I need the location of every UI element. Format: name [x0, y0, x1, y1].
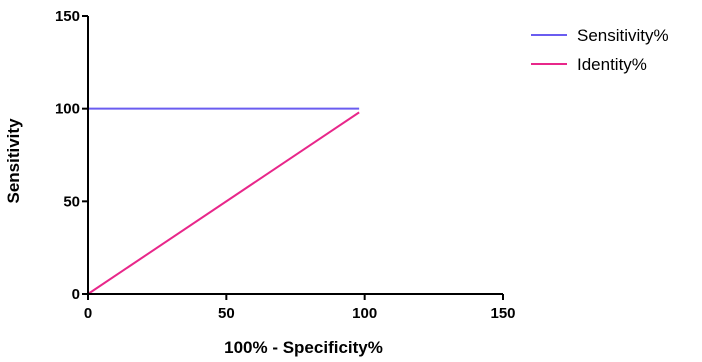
y-tick-label: 100 [55, 101, 80, 118]
x-tick-label: 0 [84, 305, 92, 322]
x-ticks: 0 50 100 150 [84, 294, 516, 322]
legend-label: Sensitivity% [577, 26, 669, 45]
y-axis-title: Sensitivity [4, 118, 23, 204]
y-tick-label: 150 [55, 8, 80, 25]
x-tick-label: 100 [352, 305, 377, 322]
legend: Sensitivity% Identity% [531, 26, 669, 74]
series-layer [87, 107, 360, 295]
x-tick-label: 50 [218, 305, 235, 322]
legend-label: Identity% [577, 55, 647, 74]
y-tick-label: 50 [63, 193, 80, 210]
x-axis-title: 100% - Specificity% [224, 338, 383, 357]
x-tick-label: 150 [490, 305, 515, 322]
axes-layer [87, 16, 503, 295]
y-ticks: 0 50 100 150 [55, 8, 88, 303]
y-tick-label: 0 [72, 286, 80, 303]
series-line-2 [87, 111, 360, 295]
